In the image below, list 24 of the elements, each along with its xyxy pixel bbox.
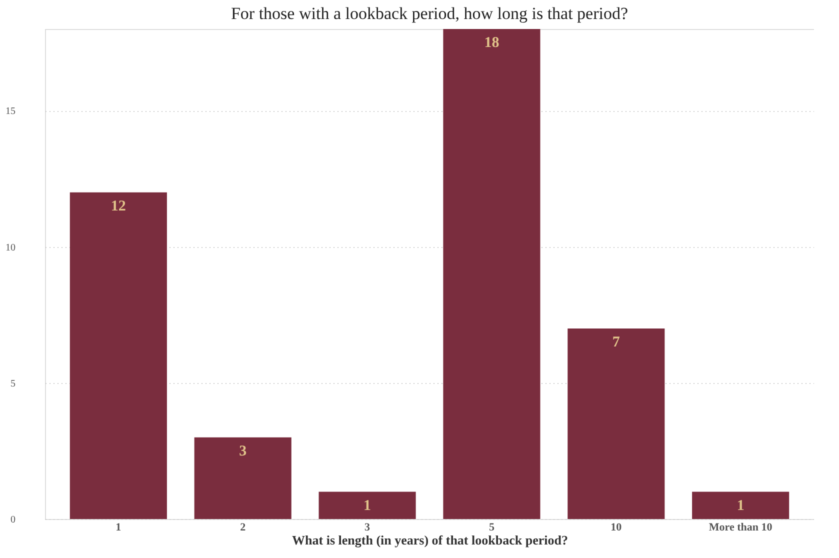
bar [443, 29, 540, 519]
data-label: 1 [736, 498, 744, 514]
x-tick-label: 5 [488, 522, 495, 534]
x-tick-label: More than 10 [708, 522, 773, 534]
data-label: 18 [484, 35, 500, 51]
x-tick-label: 1 [116, 522, 122, 534]
y-tick-label: 10 [6, 242, 16, 254]
chart-title: For those with a lookback period, how long is that period? [230, 4, 628, 23]
data-label: 7 [612, 334, 620, 350]
x-tick-label: 2 [240, 522, 246, 534]
data-label: 12 [110, 198, 126, 214]
bar [318, 492, 416, 519]
data-label: 3 [239, 443, 247, 460]
bar [194, 437, 292, 519]
x-tick-label: 3 [364, 522, 371, 534]
bar [692, 492, 790, 519]
bar [568, 328, 665, 519]
x-axis-title: What is length (in years) of that lookback period? [292, 532, 568, 548]
x-tick-label: 10 [610, 522, 622, 534]
y-tick-label: 5 [10, 378, 16, 390]
data-label: 1 [364, 498, 372, 514]
bar [70, 192, 167, 519]
y-tick-label: 0 [10, 514, 16, 526]
y-tick-label: 15 [6, 106, 16, 118]
